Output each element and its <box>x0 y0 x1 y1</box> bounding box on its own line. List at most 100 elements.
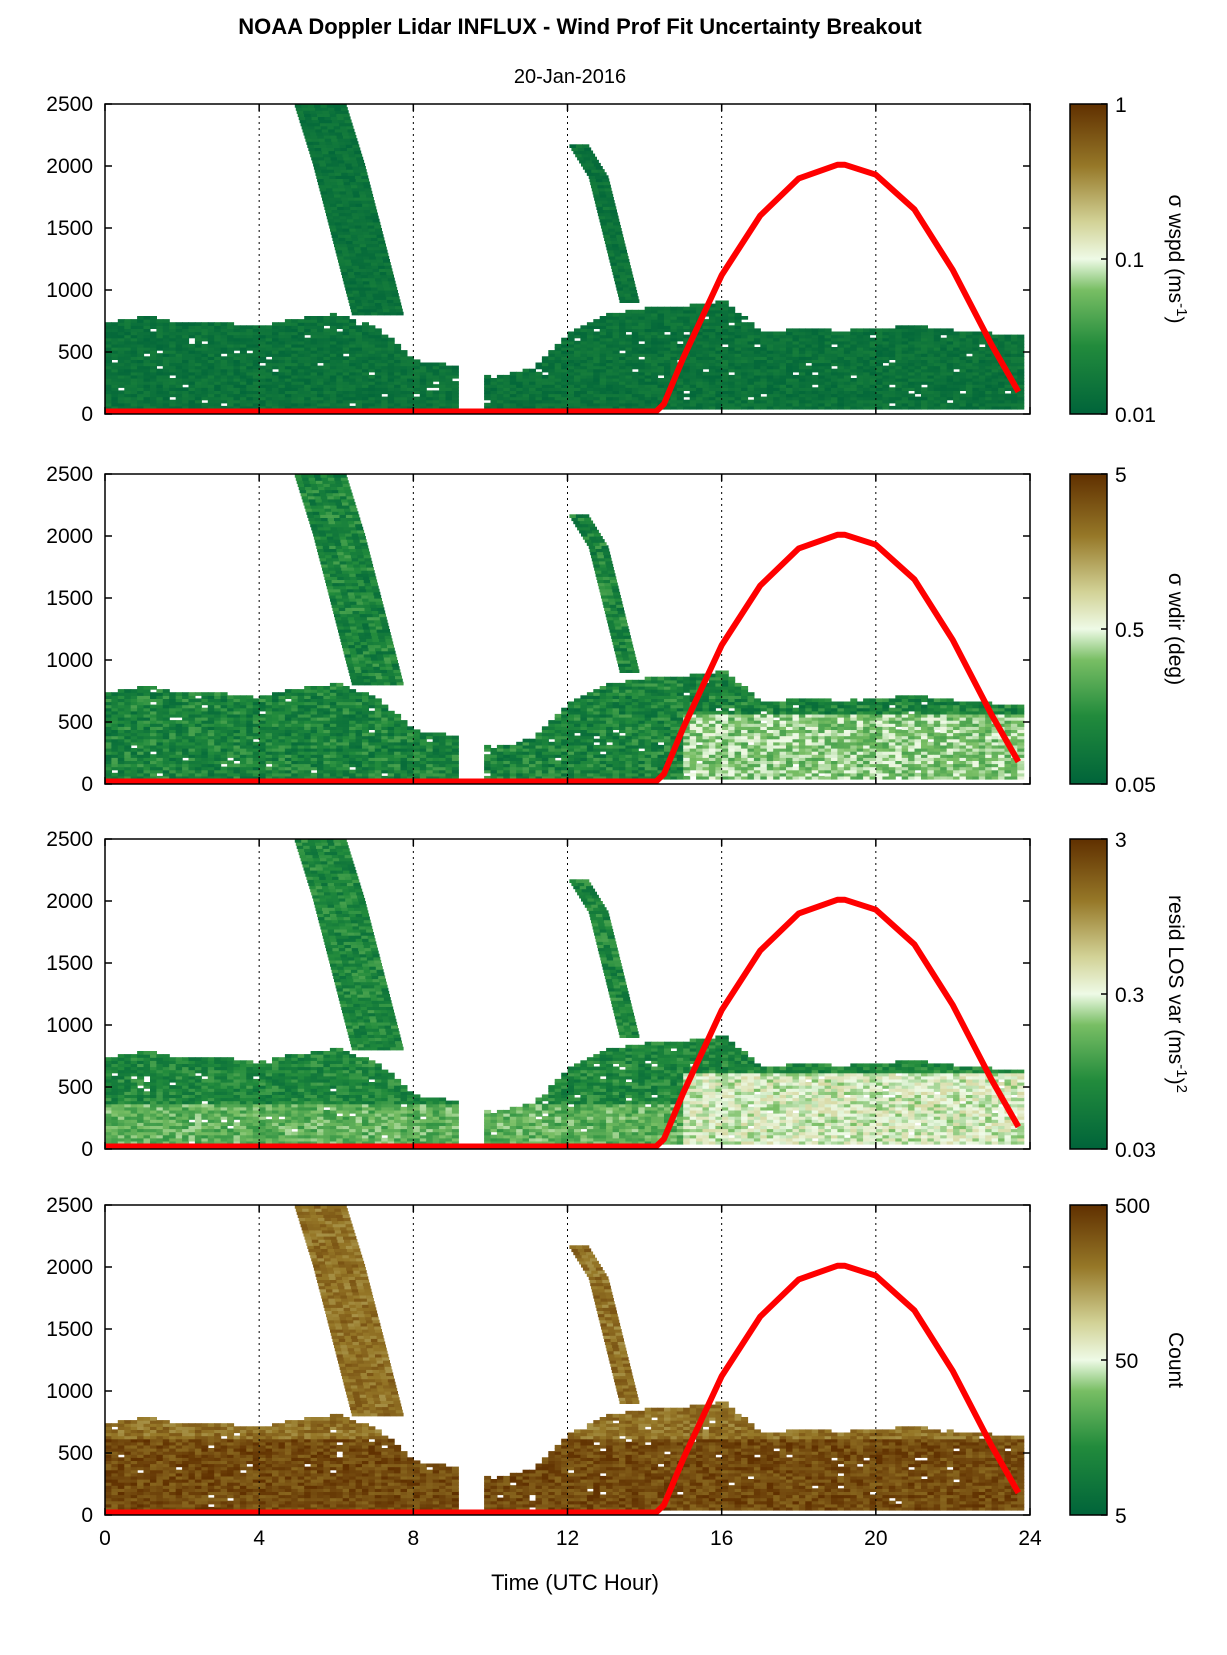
heatmap-cell <box>715 347 723 351</box>
heatmap-cell <box>792 405 800 410</box>
heatmap-cell <box>644 378 652 382</box>
heatmap-cell <box>350 181 358 186</box>
heatmap-cell <box>117 769 125 774</box>
y-tick-label: 2500 <box>46 93 93 116</box>
heatmap-cell <box>194 701 202 706</box>
heatmap-cell <box>284 384 292 388</box>
heatmap-cell <box>344 159 352 164</box>
heatmap-cell <box>608 203 616 207</box>
heatmap-cell <box>798 384 806 388</box>
heatmap-cell <box>400 368 408 373</box>
heatmap-cell <box>490 402 498 407</box>
heatmap-cell <box>1017 396 1025 401</box>
heatmap-cell <box>207 698 215 703</box>
heatmap-cell <box>856 378 864 382</box>
heatmap-cell <box>342 277 350 282</box>
heatmap-cell <box>587 162 595 167</box>
heatmap-cell <box>901 368 909 373</box>
heatmap-cell <box>317 393 324 398</box>
heatmap-cell <box>888 362 896 367</box>
heatmap-cell <box>670 319 678 323</box>
heatmap-cell <box>233 754 241 758</box>
heatmap-cell <box>387 353 395 357</box>
heatmap-cell <box>194 399 202 404</box>
heatmap-cell <box>318 184 326 189</box>
heatmap-cell <box>843 347 851 351</box>
heatmap-cell <box>111 713 119 718</box>
heatmap-cell <box>207 757 215 761</box>
heatmap-cell <box>619 368 626 373</box>
heatmap-cell <box>946 378 954 382</box>
heatmap-cell <box>137 744 145 749</box>
heatmap-cell <box>786 368 793 373</box>
heatmap-cell <box>214 729 222 734</box>
heatmap-cell <box>535 390 543 395</box>
heatmap-cell <box>175 751 183 755</box>
heatmap-cell <box>625 353 633 357</box>
heatmap-cell <box>760 331 768 336</box>
heatmap-cell <box>863 399 871 404</box>
heatmap-cell <box>362 365 369 370</box>
heatmap-cell <box>567 359 575 364</box>
heatmap-cell <box>631 347 639 351</box>
heatmap-cells <box>105 474 1025 780</box>
heatmap-cell <box>670 368 678 373</box>
heatmap-cell <box>278 365 286 370</box>
heatmap-cell <box>207 328 215 333</box>
heatmap-cell <box>818 343 826 348</box>
heatmap-cell <box>355 393 363 398</box>
heatmap-cell <box>946 405 954 410</box>
heatmap-cell <box>670 396 678 401</box>
heatmap-cell <box>605 218 613 223</box>
heatmap-cell <box>985 378 993 382</box>
heatmap-cell <box>805 343 813 348</box>
heatmap-cell <box>664 343 671 348</box>
heatmap-cell <box>331 209 339 214</box>
heatmap-cell <box>150 707 157 712</box>
heatmap-cell <box>188 365 196 370</box>
heatmap-cell <box>683 399 691 404</box>
heatmap-cell <box>670 365 678 370</box>
heatmap-cell <box>522 384 530 388</box>
heatmap-cell <box>451 365 459 370</box>
heatmap-cell <box>291 343 299 348</box>
heatmap-cell <box>625 271 633 276</box>
heatmap-cell <box>953 381 961 385</box>
heatmap-cell <box>638 387 646 391</box>
heatmap-cell <box>670 312 678 317</box>
heatmap-cell <box>355 228 363 232</box>
heatmap-cell <box>342 228 350 232</box>
heatmap-cell <box>162 374 170 379</box>
heatmap-cell <box>599 362 607 367</box>
heatmap-cell <box>426 405 434 410</box>
heatmap-cell <box>586 356 594 360</box>
heatmap-cell <box>284 374 292 379</box>
heatmap-cell <box>753 353 761 357</box>
heatmap-cell <box>978 350 986 354</box>
heatmap-cell <box>753 387 761 391</box>
heatmap-cell <box>522 381 530 385</box>
heatmap-cell <box>304 390 312 395</box>
heatmap-cell <box>162 387 170 391</box>
heatmap-cell <box>959 405 967 410</box>
heatmap-cell <box>921 368 928 373</box>
heatmap-cell <box>317 353 324 357</box>
heatmap-cell <box>715 393 723 398</box>
heatmap-cell <box>394 378 402 382</box>
heatmap-cell <box>741 381 749 385</box>
heatmap-cell <box>612 402 620 407</box>
heatmap-cell <box>214 378 222 382</box>
heatmap-cell <box>365 190 373 195</box>
heatmap-cell <box>297 113 305 117</box>
heatmap-cell <box>1017 393 1025 398</box>
heatmap-cell <box>342 325 350 329</box>
heatmap-cell <box>201 378 209 382</box>
heatmap-cell <box>207 713 215 718</box>
heatmap-cell <box>908 381 916 385</box>
heatmap-cell <box>798 374 806 379</box>
heatmap-cell <box>201 337 209 342</box>
heatmap-cell <box>614 280 622 285</box>
heatmap-cell <box>651 340 659 345</box>
heatmap-cell <box>766 331 774 336</box>
heatmap-cell <box>124 766 132 771</box>
